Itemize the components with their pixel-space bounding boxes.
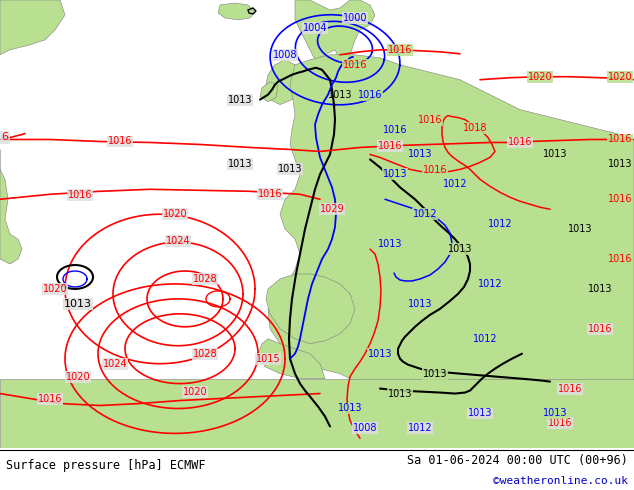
- Text: 1013: 1013: [228, 159, 252, 170]
- Polygon shape: [306, 68, 318, 80]
- Text: 1016: 1016: [608, 254, 632, 264]
- Text: 1013: 1013: [228, 95, 252, 105]
- Text: 1016: 1016: [383, 124, 407, 135]
- Text: 1008: 1008: [273, 50, 297, 60]
- Text: 1016: 1016: [588, 324, 612, 334]
- Text: 1016: 1016: [378, 142, 402, 151]
- Text: 1024: 1024: [103, 359, 127, 368]
- Text: 1013: 1013: [383, 170, 407, 179]
- Text: 1000: 1000: [343, 13, 367, 23]
- Text: 1012: 1012: [408, 423, 432, 434]
- Text: ©weatheronline.co.uk: ©weatheronline.co.uk: [493, 476, 628, 486]
- Polygon shape: [258, 339, 325, 379]
- Text: 1013: 1013: [543, 409, 567, 418]
- Text: 1016: 1016: [358, 90, 382, 99]
- Text: 1029: 1029: [320, 204, 344, 214]
- Text: 1012: 1012: [488, 219, 512, 229]
- Polygon shape: [0, 149, 22, 264]
- Polygon shape: [218, 3, 255, 20]
- Polygon shape: [268, 55, 634, 448]
- Text: 1008: 1008: [353, 423, 377, 434]
- Text: 1016: 1016: [418, 115, 443, 124]
- Text: 1016: 1016: [258, 189, 282, 199]
- Text: 1016: 1016: [548, 418, 573, 428]
- Polygon shape: [0, 448, 634, 490]
- Text: 1016: 1016: [423, 165, 447, 175]
- Text: 1016: 1016: [608, 194, 632, 204]
- Text: 1004: 1004: [303, 23, 327, 33]
- Polygon shape: [266, 274, 355, 344]
- Text: Sa 01-06-2024 00:00 UTC (00+96): Sa 01-06-2024 00:00 UTC (00+96): [407, 454, 628, 466]
- Text: 1015: 1015: [256, 354, 280, 364]
- Text: 1020: 1020: [163, 209, 187, 219]
- Text: 1013: 1013: [278, 164, 302, 174]
- Text: 1013: 1013: [408, 299, 432, 309]
- Text: 1016: 1016: [343, 60, 367, 70]
- Text: 1013: 1013: [408, 149, 432, 159]
- Text: 1020: 1020: [607, 72, 632, 82]
- Text: 1013: 1013: [64, 299, 92, 309]
- Text: 1013: 1013: [378, 239, 402, 249]
- Text: 1016: 1016: [608, 134, 632, 145]
- Text: 1012: 1012: [443, 179, 467, 189]
- Text: 1013: 1013: [423, 368, 447, 379]
- Text: 1020: 1020: [42, 284, 67, 294]
- Text: 1028: 1028: [193, 349, 217, 359]
- Text: 1016: 1016: [388, 45, 412, 55]
- Text: 1020: 1020: [183, 387, 207, 396]
- Text: 1016: 1016: [38, 393, 62, 404]
- Polygon shape: [0, 379, 634, 448]
- Text: 1016: 1016: [68, 190, 93, 200]
- Text: 1013: 1013: [338, 403, 362, 414]
- Text: 1013: 1013: [468, 409, 492, 418]
- Polygon shape: [0, 0, 65, 55]
- Text: 1012: 1012: [413, 209, 437, 219]
- Text: 1020: 1020: [66, 371, 90, 382]
- Polygon shape: [265, 60, 300, 105]
- Polygon shape: [295, 0, 375, 70]
- Text: 1024: 1024: [165, 236, 190, 246]
- Text: 1013: 1013: [368, 349, 392, 359]
- Text: 1013: 1013: [568, 224, 592, 234]
- Text: Surface pressure [hPa] ECMWF: Surface pressure [hPa] ECMWF: [6, 459, 206, 472]
- Text: 1020: 1020: [527, 72, 552, 82]
- Text: 1018: 1018: [463, 122, 488, 132]
- Text: 1028: 1028: [193, 274, 217, 284]
- Polygon shape: [260, 82, 278, 101]
- Text: 1016: 1016: [558, 384, 582, 393]
- Text: 1013: 1013: [608, 159, 632, 170]
- Text: 1013: 1013: [388, 389, 412, 398]
- Text: 1013: 1013: [543, 149, 567, 159]
- Text: 1013: 1013: [328, 90, 353, 99]
- Text: 1012: 1012: [477, 279, 502, 289]
- Text: 1012: 1012: [473, 334, 497, 344]
- Text: 1013: 1013: [588, 284, 612, 294]
- Text: 1013: 1013: [448, 244, 472, 254]
- Text: 1016: 1016: [508, 138, 533, 147]
- Text: 6: 6: [1, 132, 8, 143]
- Text: 1016: 1016: [108, 137, 133, 147]
